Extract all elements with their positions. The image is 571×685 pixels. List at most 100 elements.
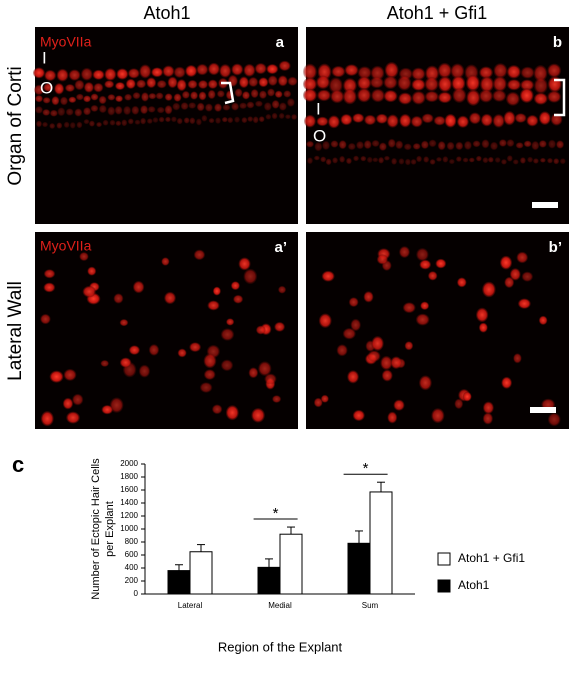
cell (512, 159, 519, 165)
x-axis-label: Region of the Explant (218, 639, 343, 654)
cell (380, 355, 393, 371)
cell (74, 79, 85, 91)
cell (212, 286, 221, 296)
y-tick-label: 1200 (120, 511, 138, 520)
cell (278, 102, 287, 111)
cell (252, 116, 259, 124)
cell (188, 102, 197, 109)
cell (345, 157, 352, 165)
cell (303, 77, 317, 91)
cell (383, 75, 398, 90)
cell (43, 282, 56, 293)
cell (307, 157, 313, 165)
y-tick-label: 1000 (120, 524, 138, 533)
cell (462, 157, 469, 163)
cell (412, 142, 421, 150)
cell (258, 361, 272, 377)
cell (442, 156, 449, 163)
cell (233, 294, 244, 304)
cell (499, 255, 513, 270)
cell (195, 118, 202, 126)
cell (148, 92, 157, 100)
cell (83, 118, 90, 125)
cell (277, 75, 288, 87)
cell (82, 285, 96, 298)
cell (248, 77, 259, 88)
cell (506, 139, 515, 148)
cell (96, 121, 103, 128)
cell (220, 359, 234, 372)
cell (57, 107, 66, 117)
cell (35, 95, 43, 103)
cell (526, 114, 539, 127)
marker: I (42, 48, 47, 67)
cell (272, 395, 282, 403)
bar (369, 491, 393, 595)
cell (428, 139, 437, 148)
cell (148, 344, 160, 356)
cell (366, 156, 373, 164)
y-tick-label: 600 (125, 550, 139, 559)
cell (383, 155, 390, 161)
cell (316, 89, 331, 102)
cell (387, 138, 396, 148)
significance-label: * (273, 505, 279, 522)
cell (80, 67, 93, 81)
cell (403, 143, 412, 151)
cell (151, 67, 164, 78)
y-tick-label: 2000 (120, 459, 138, 468)
cell (115, 120, 122, 127)
cell (109, 397, 124, 413)
cell (493, 63, 508, 79)
cell (83, 107, 92, 116)
cell (454, 398, 464, 410)
cell (418, 375, 432, 391)
cell (207, 79, 218, 89)
legend-swatch (437, 579, 451, 593)
cell (190, 91, 199, 100)
cell (43, 83, 54, 92)
cell (221, 116, 228, 123)
x-tick-label: Sum (362, 601, 379, 610)
cell (72, 393, 84, 406)
cell (421, 113, 434, 124)
cell (201, 114, 208, 122)
y-tick-label: 1600 (120, 485, 138, 494)
cell (521, 271, 534, 282)
cell (177, 348, 187, 358)
panel-label: a (276, 34, 285, 51)
cell (35, 106, 43, 114)
cell (65, 108, 74, 116)
cell (397, 75, 412, 91)
cell (139, 64, 152, 79)
cell (423, 156, 430, 163)
cell (437, 62, 452, 79)
cell (342, 88, 357, 105)
cell (164, 291, 176, 305)
cell (123, 105, 132, 116)
cell (475, 307, 489, 323)
x-tick-label: Medial (268, 601, 292, 610)
cell (156, 79, 167, 89)
cell (274, 90, 283, 99)
cell (141, 92, 150, 102)
cell (320, 156, 327, 163)
cell (164, 105, 173, 115)
cell (119, 357, 132, 368)
stain-label: MyoVIIa (40, 238, 92, 254)
cell (134, 119, 141, 125)
cell (437, 91, 452, 104)
cell (98, 104, 107, 114)
cell (463, 140, 472, 150)
cell (56, 122, 63, 129)
cell (331, 65, 346, 78)
y-axis-label: Number of Ectopic Hair Cells (90, 458, 102, 600)
cell (283, 90, 292, 98)
cell (140, 117, 147, 125)
cell (482, 412, 493, 425)
cell (204, 103, 213, 112)
cell (238, 257, 251, 271)
cell (363, 291, 374, 303)
cell (219, 64, 232, 78)
column-title: Atoh1 + Gfi1 (387, 3, 488, 23)
